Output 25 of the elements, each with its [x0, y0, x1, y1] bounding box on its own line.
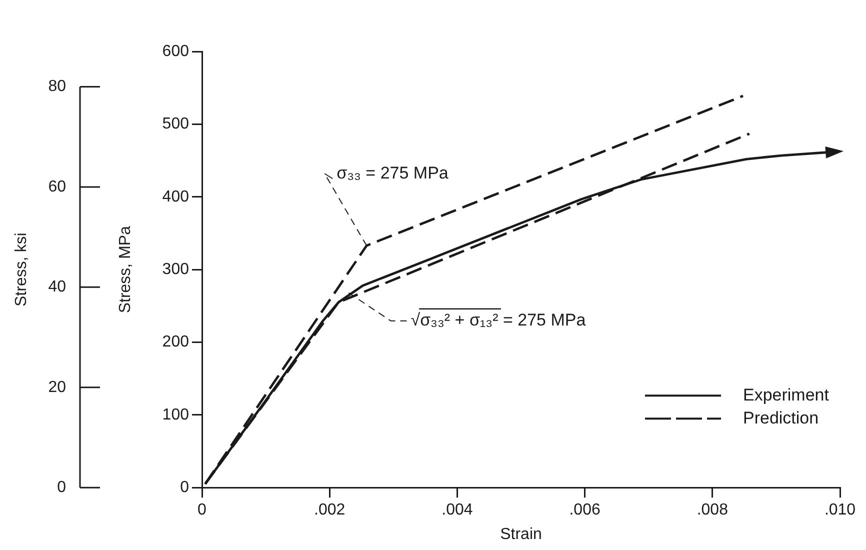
y-tick-label: 100	[162, 406, 190, 424]
x-tick-label: .010	[824, 502, 856, 519]
x-tick-label: .002	[314, 502, 346, 519]
legend-label: Prediction	[743, 408, 819, 428]
x-tick-label: 0	[198, 502, 207, 519]
x-tick-label: .004	[442, 502, 473, 519]
y-tick-label: 0	[180, 479, 190, 496]
y2-tick-label: 80	[48, 78, 66, 96]
x-axis-title: Strain	[500, 526, 542, 543]
y-tick-label: 200	[162, 334, 190, 351]
y2-axis-title: Stress, ksi	[13, 232, 30, 306]
annotation: √σ₃₃² + σ₁₃² = 275 MPa	[410, 310, 586, 330]
y-tick-label: 600	[162, 43, 190, 60]
y2-tick-label: 20	[48, 378, 66, 396]
y-axis-title: Stress, MPa	[117, 226, 134, 314]
y2-tick-label: 0	[57, 479, 66, 496]
y-tick-label: 300	[162, 261, 190, 278]
x-tick-label: .008	[696, 502, 728, 519]
y2-tick-label: 60	[48, 178, 66, 196]
y-tick-label: 500	[162, 116, 190, 133]
y2-tick-label: 40	[48, 278, 66, 296]
y-tick-label: 400	[162, 188, 190, 206]
annotation: σ₃₃ = 275 MPa	[336, 163, 449, 182]
legend-label: Experiment	[743, 385, 830, 404]
x-tick-label: .006	[569, 502, 600, 519]
